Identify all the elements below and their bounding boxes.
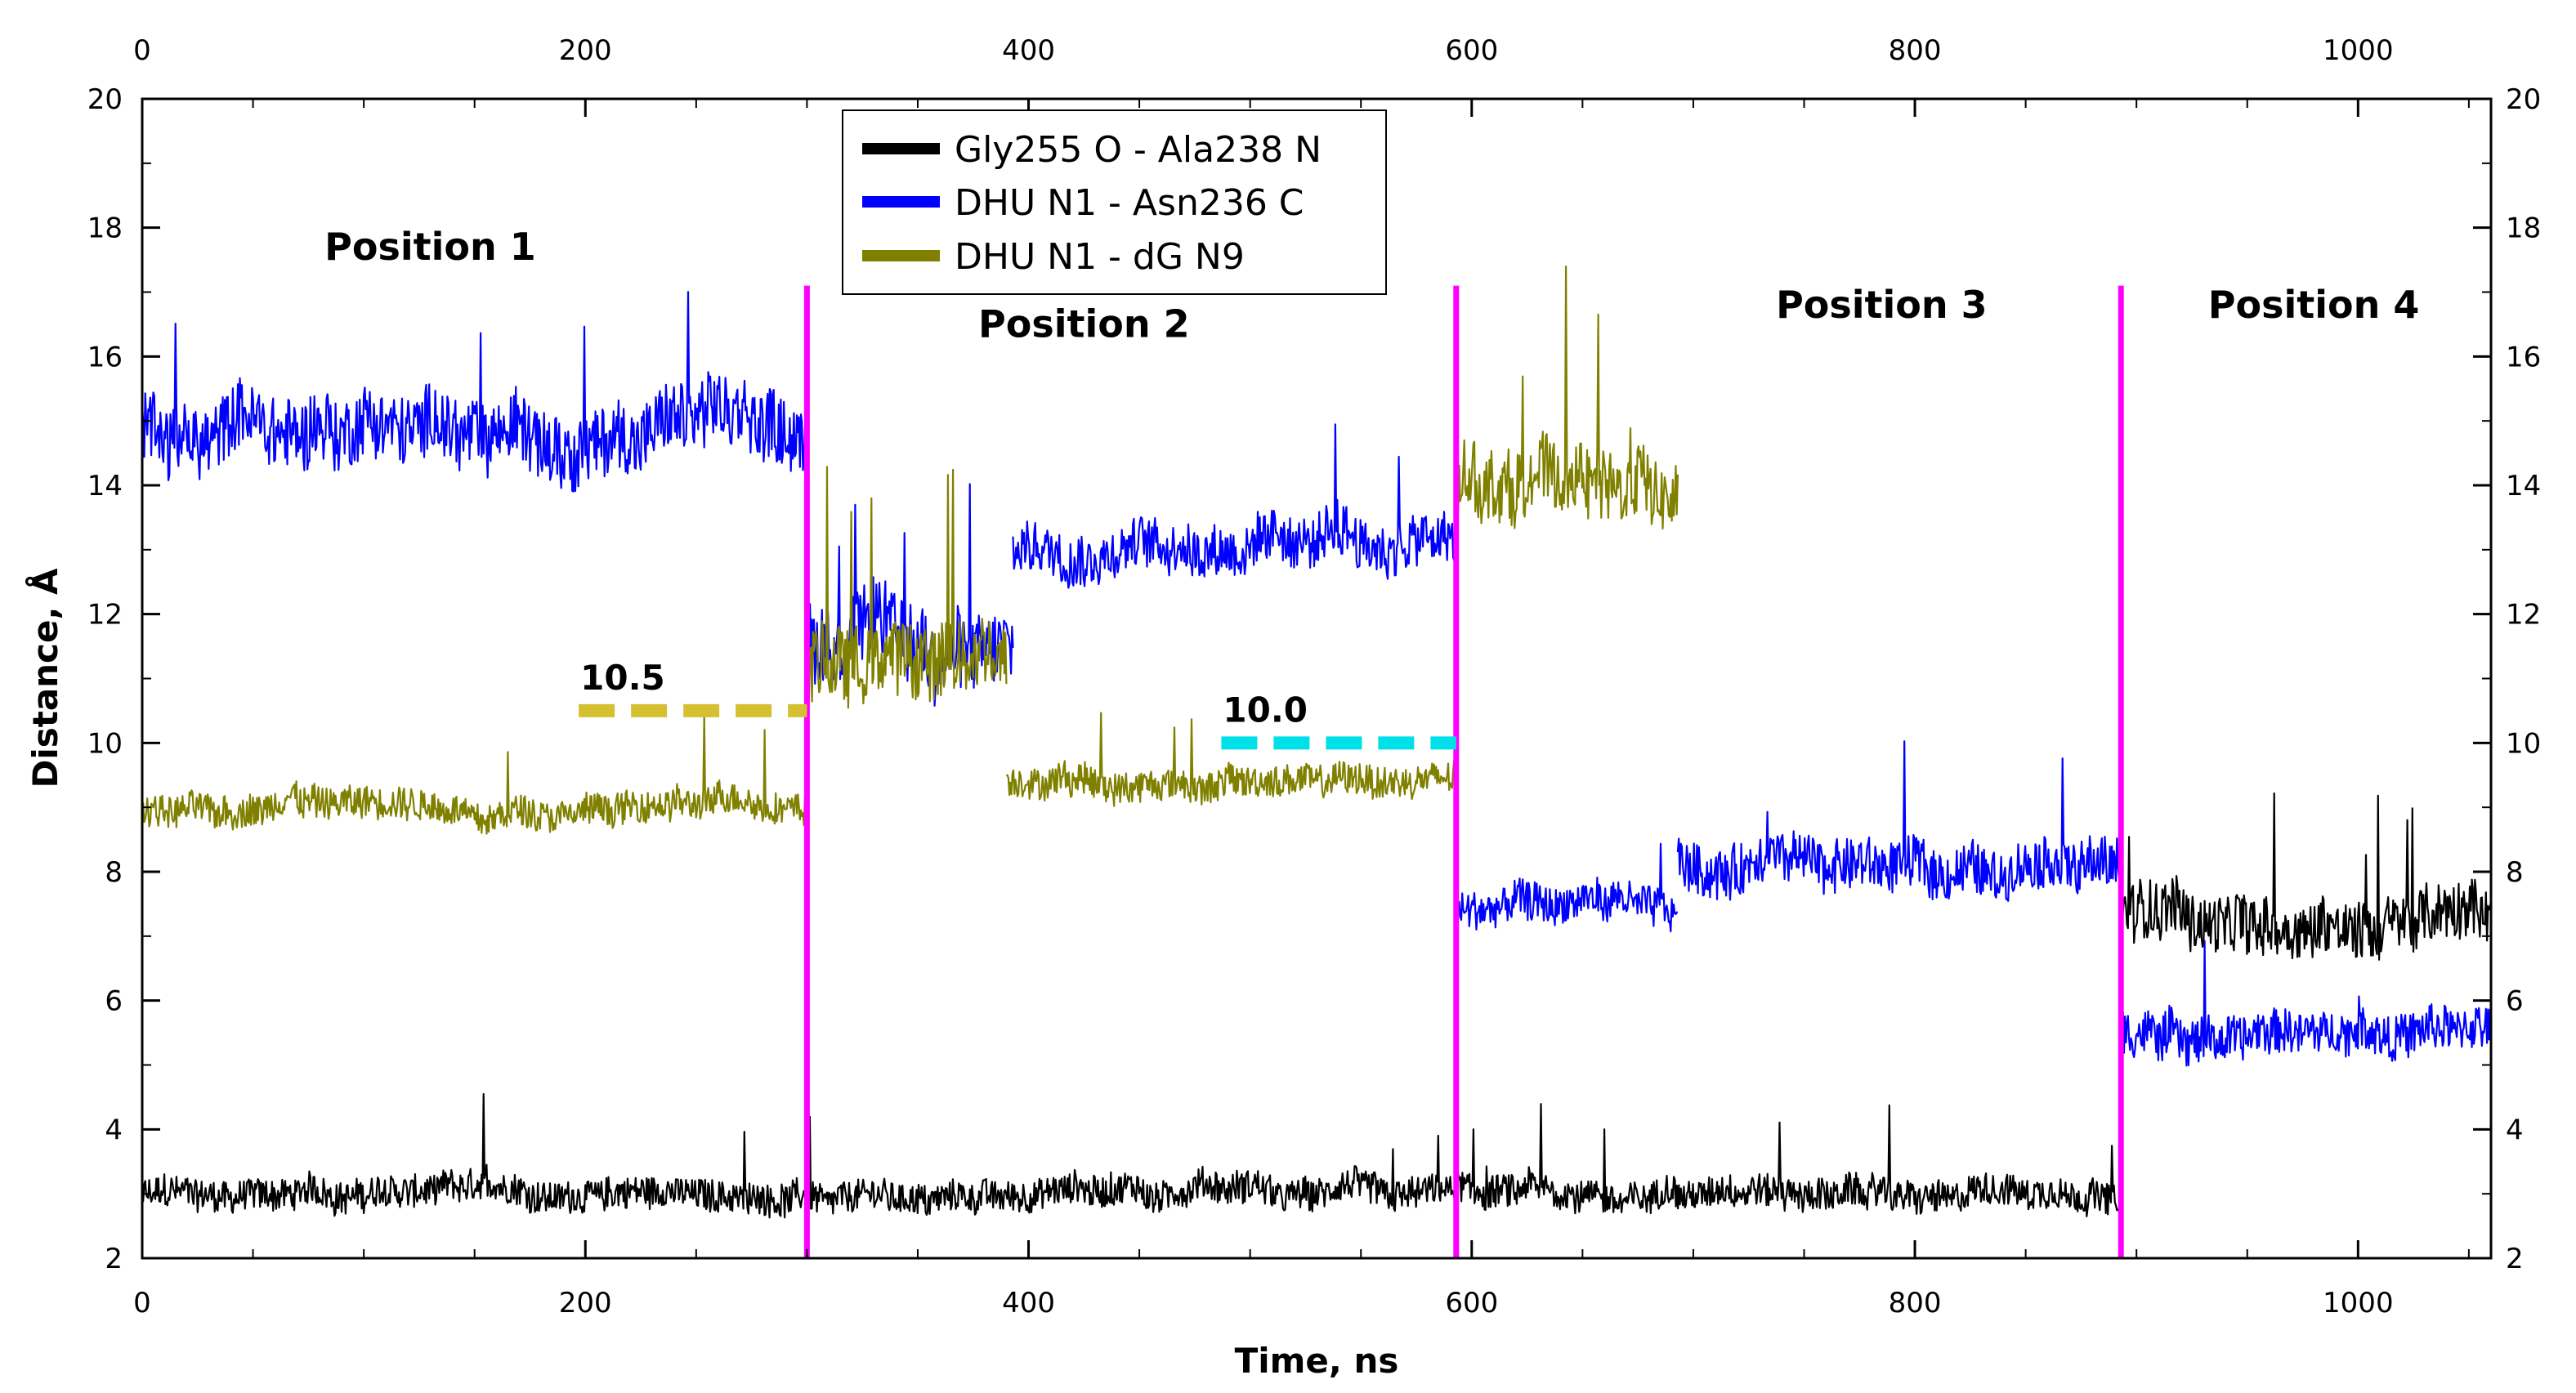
axis-ticks: 0 0 200 200 400 400 600 600 800 800 1000 1000 2 2 4 4 6 6… bbox=[87, 34, 2542, 1319]
series-layer bbox=[141, 266, 2493, 1219]
y-tick-label-left: 18 bbox=[87, 212, 123, 245]
x-tick-label-top: 400 bbox=[1002, 34, 1055, 67]
y-axis-title: Distance, Å bbox=[25, 568, 65, 788]
y-tick-label-right: 12 bbox=[2506, 599, 2541, 632]
series-dhu-n1-asn236-c-segment-2 bbox=[806, 483, 1014, 707]
series-dhu-n1-asn236-c-segment-6 bbox=[2120, 940, 2493, 1067]
series-dhu-n1-asn236-c-segment-5 bbox=[1676, 740, 2122, 902]
series-dhu-n1-asn236-c-segment-4 bbox=[1455, 842, 1679, 933]
x-tick-label-bottom: 200 bbox=[559, 1287, 612, 1319]
series-dhu-n1-asn236-c-segment-1 bbox=[141, 291, 808, 493]
x-tick-label-bottom: 800 bbox=[1889, 1287, 1942, 1319]
y-tick-label-right: 2 bbox=[2506, 1243, 2524, 1275]
x-tick-label-bottom: 1000 bbox=[2323, 1287, 2394, 1319]
y-tick-label-right: 6 bbox=[2506, 985, 2524, 1018]
region-label-2: Position 2 bbox=[978, 302, 1190, 346]
reference-label-2: 10.0 bbox=[1223, 690, 1308, 730]
y-tick-label-left: 12 bbox=[87, 599, 123, 632]
x-tick-label-top: 600 bbox=[1445, 34, 1498, 67]
region-label-1: Position 1 bbox=[324, 225, 536, 269]
series-dhu-n1-dg-n9-segment-1 bbox=[141, 713, 808, 835]
legend: Gly255 O - Ala238 N DHU N1 - Asn236 C DH… bbox=[842, 109, 1387, 295]
reference-label-1: 10.5 bbox=[580, 658, 665, 698]
x-tick-label-top: 1000 bbox=[2323, 34, 2394, 67]
y-tick-label-right: 18 bbox=[2506, 212, 2541, 245]
series-dhu-n1-asn236-c-segment-3 bbox=[1012, 423, 1457, 589]
legend-label-asn236: DHU N1 - Asn236 C bbox=[955, 182, 1304, 224]
y-tick-label-left: 2 bbox=[105, 1243, 123, 1275]
y-tick-label-left: 16 bbox=[87, 341, 123, 373]
y-tick-label-right: 16 bbox=[2506, 341, 2541, 373]
region-label-4: Position 4 bbox=[2208, 283, 2420, 327]
y-tick-label-right: 4 bbox=[2506, 1114, 2524, 1146]
x-tick-label-top: 0 bbox=[133, 34, 151, 67]
x-tick-label-top: 200 bbox=[559, 34, 612, 67]
y-tick-label-left: 8 bbox=[105, 856, 123, 889]
y-tick-label-left: 4 bbox=[105, 1114, 123, 1146]
series-dhu-n1-dg-n9-segment-2 bbox=[806, 466, 1008, 709]
reference-lines: 10.5 10.0 bbox=[579, 658, 1456, 750]
region-labels: Position 1 Position 2 Position 3 Position 4 bbox=[324, 225, 2419, 346]
x-tick-label-bottom: 600 bbox=[1445, 1287, 1498, 1319]
legend-label-dgn9: DHU N1 - dG N9 bbox=[955, 236, 1245, 278]
region-label-3: Position 3 bbox=[1776, 283, 1988, 327]
x-tick-label-top: 800 bbox=[1889, 34, 1942, 67]
y-tick-label-right: 10 bbox=[2506, 727, 2541, 760]
y-tick-label-left: 6 bbox=[105, 985, 123, 1018]
y-tick-label-left: 14 bbox=[87, 470, 123, 502]
y-tick-label-left: 10 bbox=[87, 727, 123, 760]
x-tick-label-bottom: 400 bbox=[1002, 1287, 1055, 1319]
y-tick-label-left: 20 bbox=[87, 83, 123, 116]
series-dhu-n1-dg-n9-segment-4 bbox=[1455, 266, 1679, 530]
y-tick-label-right: 14 bbox=[2506, 470, 2541, 502]
y-tick-label-right: 8 bbox=[2506, 856, 2524, 889]
x-axis-title: Time, ns bbox=[1235, 1341, 1399, 1381]
legend-label-gly255: Gly255 O - Ala238 N bbox=[955, 129, 1322, 171]
y-tick-label-right: 20 bbox=[2506, 83, 2541, 116]
series-dhu-n1-dg-n9-segment-3 bbox=[1005, 712, 1457, 807]
boundary-lines bbox=[803, 285, 2124, 1258]
series-gly255-o-ala238-n-segment-1 bbox=[141, 1092, 2122, 1219]
series-gly255-o-ala238-n-segment-2 bbox=[2120, 792, 2493, 961]
x-tick-label-bottom: 0 bbox=[133, 1287, 151, 1319]
